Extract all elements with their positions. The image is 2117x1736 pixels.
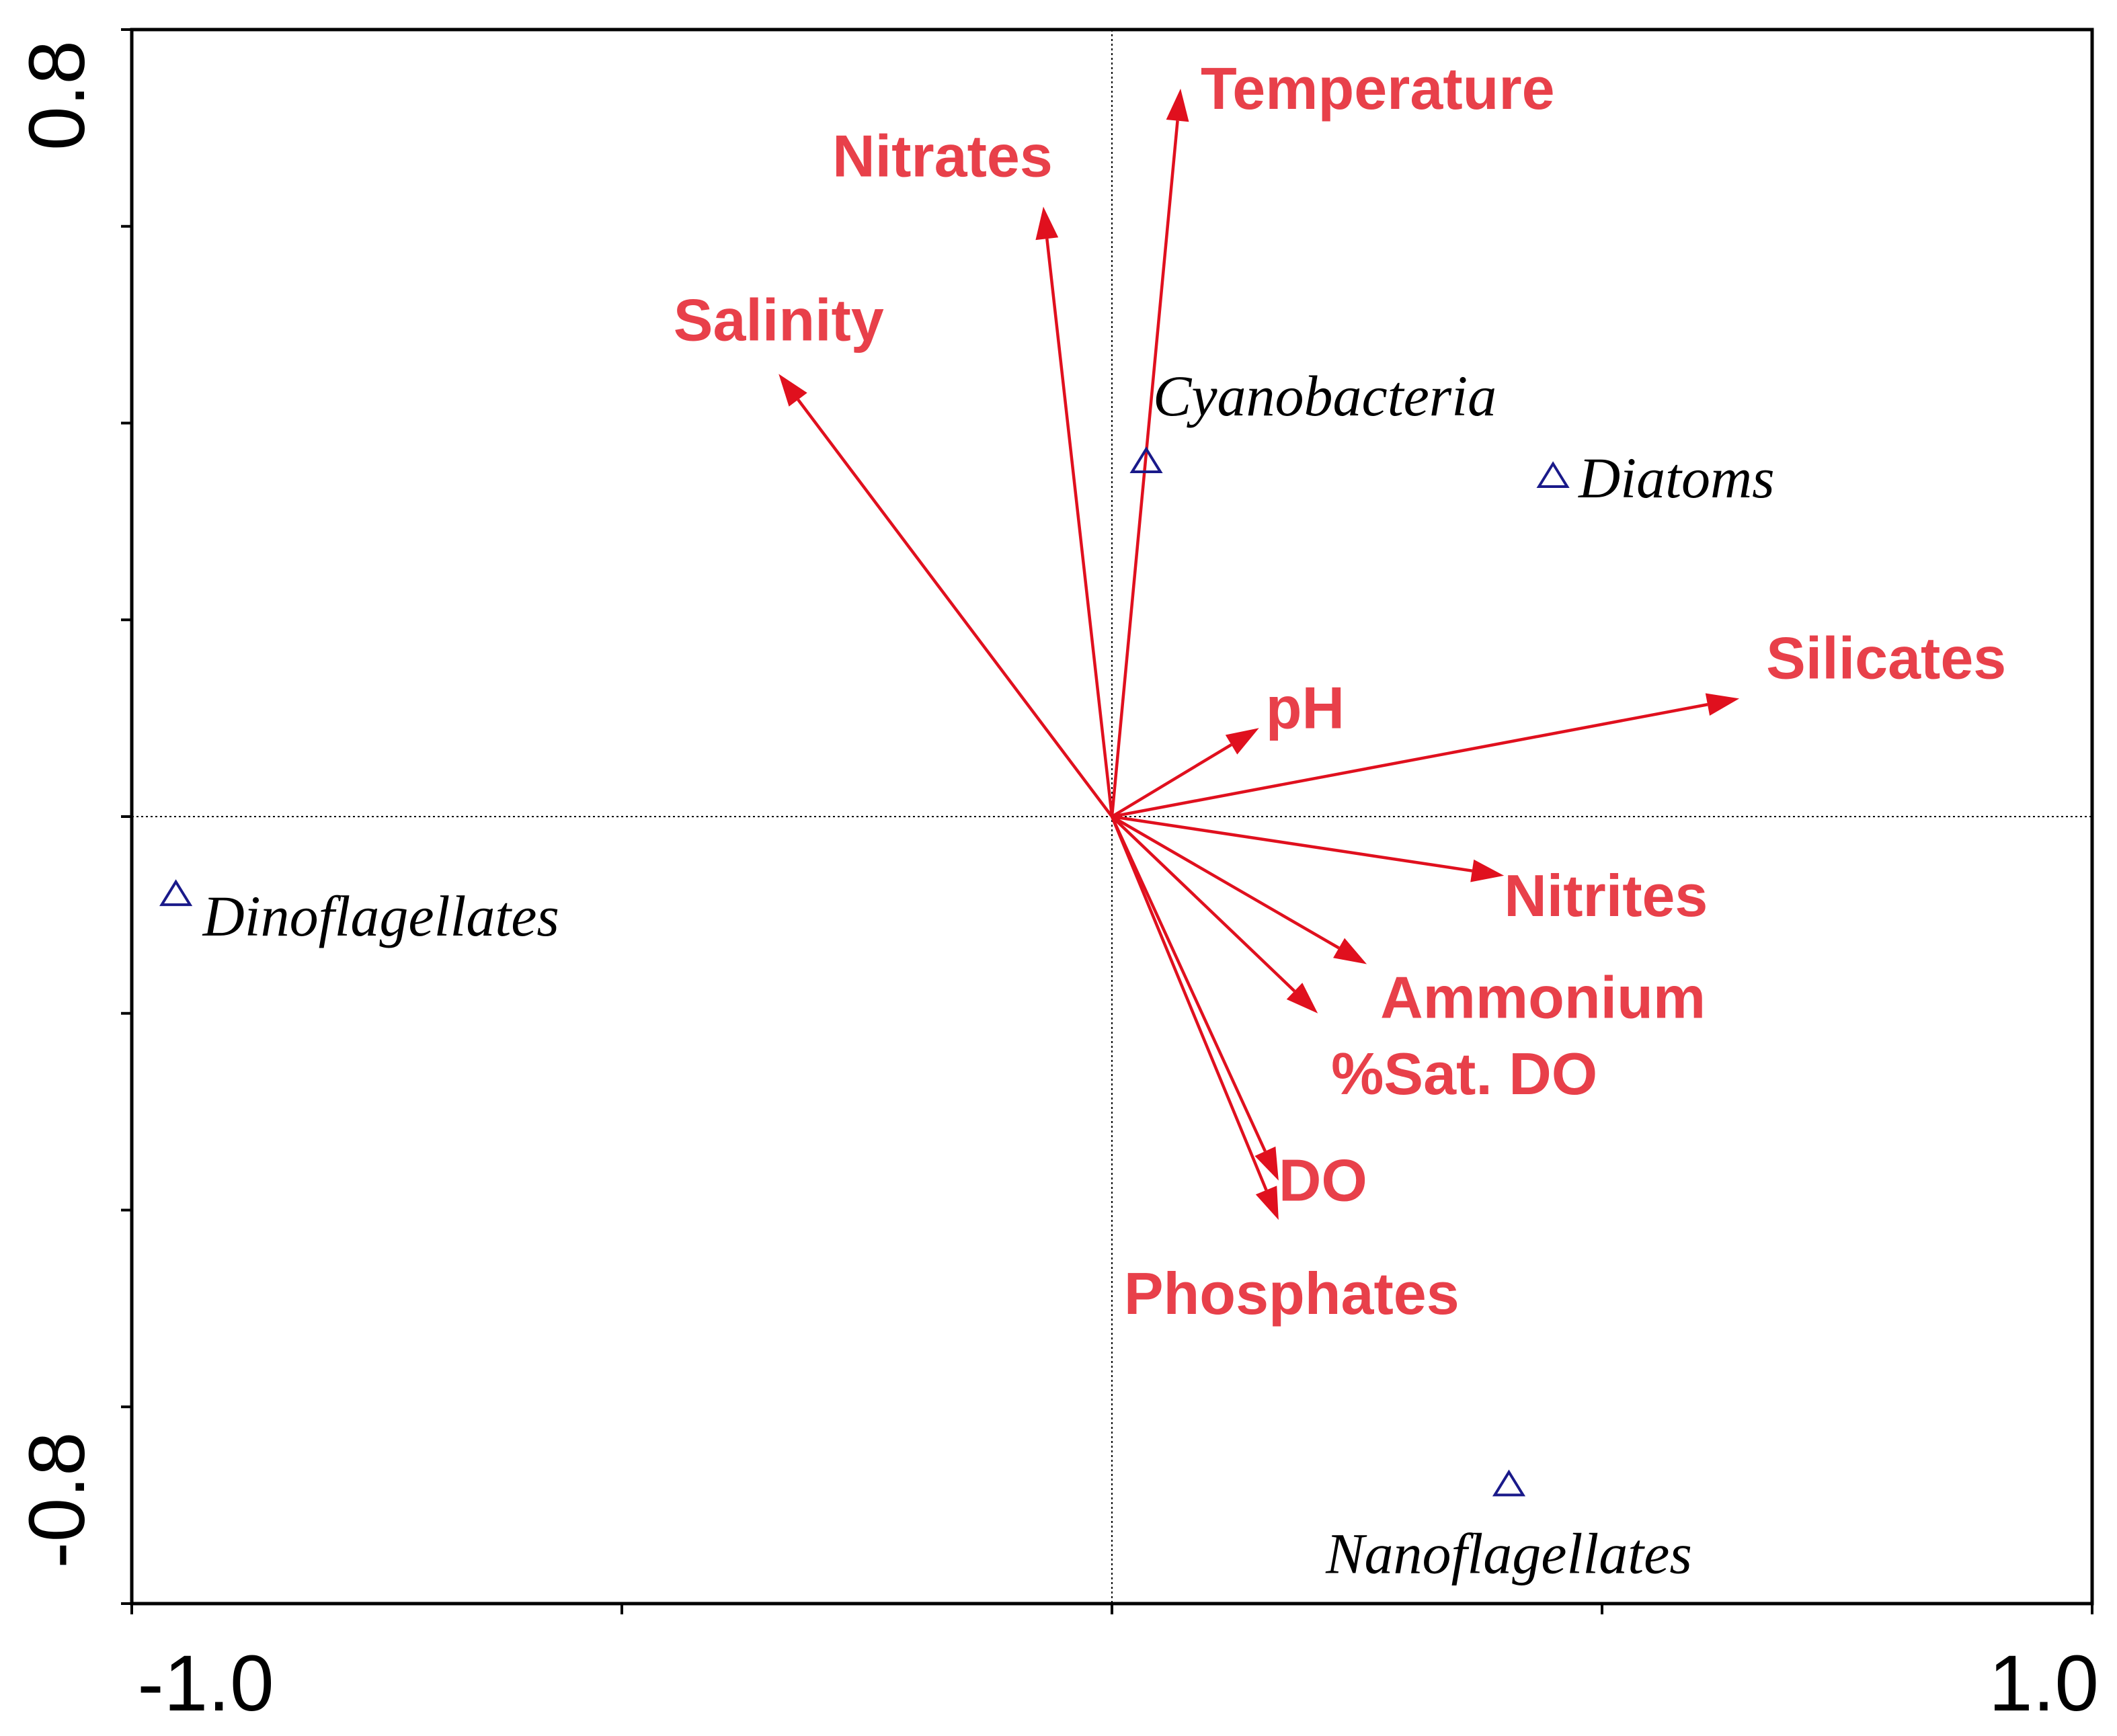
arrowhead-silicates	[1705, 693, 1740, 716]
environmental-labels: Temperature Nitrates Salinity pH Silicates Ni…	[674, 55, 2006, 1327]
label-temperature: Temperature	[1201, 55, 1555, 122]
species-labels: Cyanobacteria Diatoms Dinoflagellates Nanof…	[202, 364, 1775, 1585]
arrow-ph	[1111, 743, 1232, 818]
environmental-arrows	[778, 88, 1740, 1221]
arrow-ammonium	[1111, 815, 1340, 950]
species-label-dinoflagellates: Dinoflagellates	[202, 884, 559, 948]
arrowhead-temperature	[1166, 88, 1189, 122]
label-do: DO	[1279, 1147, 1367, 1214]
arrowhead-phosphates	[1255, 1186, 1279, 1221]
arrow-do	[1110, 816, 1267, 1152]
species-point-dinoflagellates	[159, 879, 193, 907]
arrowhead-ph	[1225, 728, 1259, 755]
label-silicates: Silicates	[1766, 624, 2006, 691]
arrowhead-do	[1254, 1146, 1279, 1181]
species-label-cyanobacteria: Cyanobacteria	[1153, 364, 1496, 428]
arrow-nitrites	[1111, 815, 1473, 872]
label-sat-do: %Sat. DO	[1331, 1040, 1597, 1107]
label-ph: pH	[1266, 674, 1345, 741]
axis-ticks	[121, 28, 2093, 1614]
y-tick-label-max: 0.8	[13, 40, 102, 151]
arrow-silicates	[1111, 703, 1708, 819]
arrow-sat-do	[1111, 815, 1296, 993]
species-point-nanoflagellates	[1492, 1469, 1526, 1497]
label-phosphates: Phosphates	[1124, 1260, 1460, 1327]
species-point-cyanobacteria	[1129, 446, 1163, 474]
y-tick-label-min: -0.8	[13, 1432, 102, 1568]
species-label-nanoflagellates: Nanoflagellates	[1325, 1521, 1692, 1585]
arrow-salinity	[797, 399, 1113, 818]
species-label-diatoms: Diatoms	[1578, 446, 1774, 510]
arrowhead-ammonium	[1333, 938, 1367, 964]
label-salinity: Salinity	[674, 286, 884, 353]
label-nitrates: Nitrates	[832, 122, 1053, 189]
species-points	[159, 446, 1570, 1497]
label-ammonium: Ammonium	[1380, 964, 1706, 1031]
arrow-nitrates	[1045, 238, 1114, 817]
arrow-temperature	[1110, 120, 1179, 817]
arrow-phosphates	[1110, 816, 1268, 1191]
label-nitrites: Nitrites	[1504, 862, 1708, 929]
arrowhead-nitrites	[1470, 859, 1505, 882]
arrowhead-nitrates	[1035, 206, 1059, 241]
arrowhead-salinity	[778, 374, 807, 407]
arrowhead-sat-do	[1286, 983, 1318, 1014]
x-tick-label-max: 1.0	[1989, 1639, 2099, 1728]
x-tick-label-min: -1.0	[137, 1639, 274, 1728]
species-point-diatoms	[1536, 461, 1570, 489]
